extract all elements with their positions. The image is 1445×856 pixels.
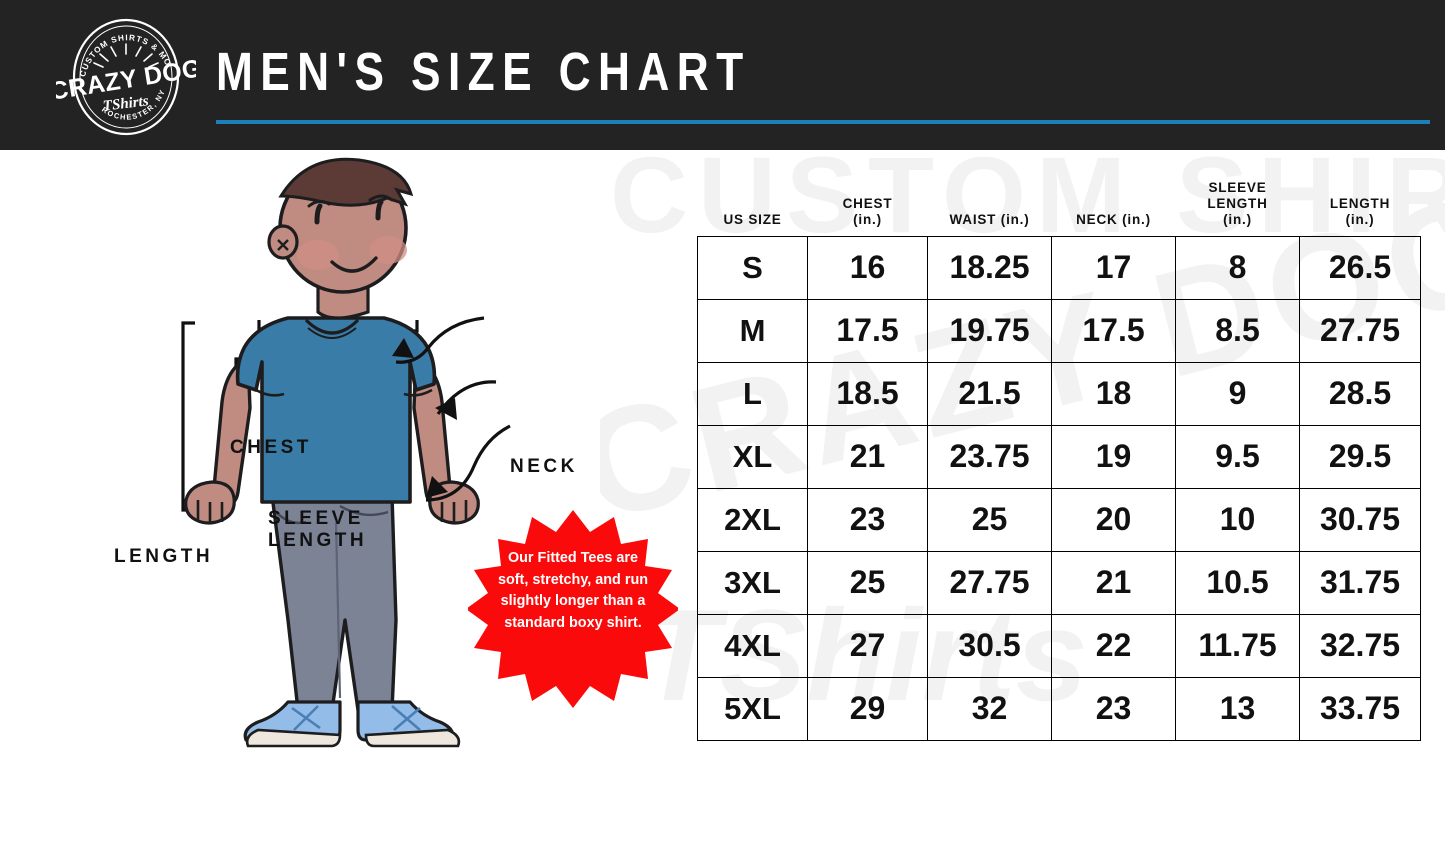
cell-chest: 17.5	[807, 298, 928, 363]
cell-length: 33.75	[1299, 676, 1421, 741]
table-header-row: US SIZE CHEST (in.) WAIST (in.) NECK (in…	[698, 178, 1421, 236]
col-header-sleeve-length: SLEEVE LENGTH (in.)	[1207, 179, 1268, 227]
cell-neck: 19	[1051, 424, 1176, 489]
col-header-chest: CHEST (in.)	[842, 195, 893, 227]
cell-chest: 29	[807, 676, 928, 741]
col-header-neck: NECK (in.)	[1076, 211, 1151, 227]
cell-neck: 18	[1051, 361, 1176, 426]
cell-chest: 25	[807, 550, 928, 615]
table-row: 4XL 27 30.5 22 11.75 32.75	[697, 613, 1421, 678]
cell-us-size: M	[697, 298, 808, 363]
col-header-waist: WAIST (in.)	[949, 211, 1030, 227]
table-row: M 17.5 19.75 17.5 8.5 27.75	[697, 298, 1421, 363]
cell-neck: 20	[1051, 487, 1176, 552]
sneakers-shape	[243, 700, 461, 748]
label-chest: CHEST	[230, 437, 312, 458]
cell-waist: 25	[927, 487, 1052, 552]
table-row: L 18.5 21.5 18 9 28.5	[697, 361, 1421, 426]
label-length: LENGTH	[114, 546, 214, 567]
table-row: 3XL 25 27.75 21 10.5 31.75	[697, 550, 1421, 615]
label-sleeve-line1: SLEEVE	[268, 508, 364, 529]
cell-us-size: 5XL	[697, 676, 808, 741]
cell-sleeve-length: 9.5	[1175, 424, 1300, 489]
col-header-us-size: US SIZE	[723, 211, 782, 227]
brand-logo: CUSTOM SHIRTS & MORE ROCHESTER, NY CRAZY…	[56, 18, 196, 136]
cell-sleeve-length: 13	[1175, 676, 1300, 741]
cell-chest: 18.5	[807, 361, 928, 426]
title-block: MEN'S SIZE CHART	[216, 40, 1376, 104]
cell-chest: 21	[807, 424, 928, 489]
cell-length: 30.75	[1299, 487, 1421, 552]
cell-neck: 23	[1051, 676, 1176, 741]
cell-neck: 22	[1051, 613, 1176, 678]
cartoon-man-figure-icon	[181, 157, 511, 748]
starburst-icon	[468, 510, 678, 708]
col-header-length: LENGTH (in.)	[1329, 195, 1391, 227]
cell-waist: 19.75	[927, 298, 1052, 363]
cell-us-size: S	[697, 235, 808, 300]
cell-sleeve-length: 10	[1175, 487, 1300, 552]
crazy-dog-logo-icon: CUSTOM SHIRTS & MORE ROCHESTER, NY CRAZY…	[56, 18, 196, 136]
cell-length: 27.75	[1299, 298, 1421, 363]
cell-sleeve-length: 11.75	[1175, 613, 1300, 678]
title-underline-rule	[216, 120, 1430, 124]
header-bar: CUSTOM SHIRTS & MORE ROCHESTER, NY CRAZY…	[0, 0, 1445, 150]
table-row: XL 21 23.75 19 9.5 29.5	[697, 424, 1421, 489]
cell-waist: 30.5	[927, 613, 1052, 678]
tshirt-shape	[235, 316, 437, 504]
cell-length: 26.5	[1299, 235, 1421, 300]
cell-length: 28.5	[1299, 361, 1421, 426]
cell-neck: 21	[1051, 550, 1176, 615]
cell-chest: 16	[807, 235, 928, 300]
cell-length: 32.75	[1299, 613, 1421, 678]
cell-waist: 18.25	[927, 235, 1052, 300]
cell-us-size: 4XL	[697, 613, 808, 678]
page-title: MEN'S SIZE CHART	[216, 42, 751, 102]
cell-sleeve-length: 9	[1175, 361, 1300, 426]
label-neck: NECK	[510, 456, 578, 477]
fitted-tees-badge: Our Fitted Tees are soft, stretchy, and …	[468, 506, 678, 722]
label-sleeve-line2: LENGTH	[268, 530, 368, 551]
head-shape	[267, 157, 414, 294]
label-sleeve-length: SLEEVE LENGTH	[268, 508, 367, 552]
size-table-container: US SIZE CHEST (in.) WAIST (in.) NECK (in…	[697, 178, 1421, 748]
table-row: S 16 18.25 17 8 26.5	[697, 235, 1421, 300]
cell-chest: 27	[807, 613, 928, 678]
size-table: US SIZE CHEST (in.) WAIST (in.) NECK (in…	[697, 178, 1421, 741]
cell-waist: 32	[927, 676, 1052, 741]
svg-text:TShirts: TShirts	[102, 93, 150, 114]
table-row: 5XL 29 32 23 13 33.75	[697, 676, 1421, 741]
cell-us-size: L	[697, 361, 808, 426]
cell-sleeve-length: 8.5	[1175, 298, 1300, 363]
cell-waist: 27.75	[927, 550, 1052, 615]
cell-us-size: 3XL	[697, 550, 808, 615]
table-body: S 16 18.25 17 8 26.5 M 17.5 19.75 17.5 8.5 27.75 L 18…	[697, 235, 1421, 741]
cell-waist: 21.5	[927, 361, 1052, 426]
cell-length: 31.75	[1299, 550, 1421, 615]
cell-neck: 17.5	[1051, 298, 1176, 363]
table-row: 2XL 23 25 20 10 30.75	[697, 487, 1421, 552]
badge-text: Our Fitted Tees are soft, stretchy, and …	[497, 550, 649, 631]
cell-sleeve-length: 10.5	[1175, 550, 1300, 615]
cell-us-size: XL	[697, 424, 808, 489]
cell-waist: 23.75	[927, 424, 1052, 489]
cell-length: 29.5	[1299, 424, 1421, 489]
cell-us-size: 2XL	[697, 487, 808, 552]
cell-sleeve-length: 8	[1175, 235, 1300, 300]
pants-shape	[270, 493, 398, 712]
cell-chest: 23	[807, 487, 928, 552]
arrow-heads	[392, 338, 457, 498]
cell-neck: 17	[1051, 235, 1176, 300]
